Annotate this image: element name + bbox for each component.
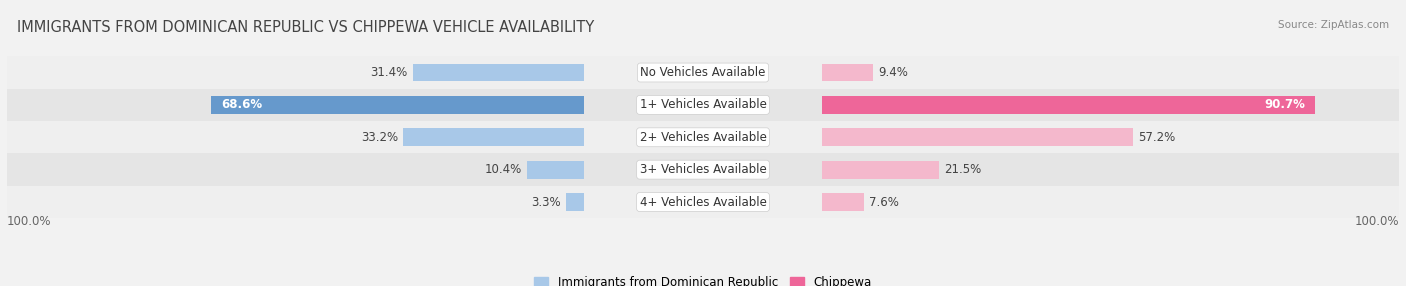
- Bar: [823, 128, 1133, 146]
- Text: Source: ZipAtlas.com: Source: ZipAtlas.com: [1278, 20, 1389, 30]
- Bar: [7, 89, 1399, 121]
- Bar: [823, 161, 939, 178]
- Text: 4+ Vehicles Available: 4+ Vehicles Available: [640, 196, 766, 208]
- Bar: [413, 63, 583, 82]
- Bar: [7, 56, 1399, 89]
- Text: 2+ Vehicles Available: 2+ Vehicles Available: [640, 131, 766, 144]
- Text: 100.0%: 100.0%: [7, 215, 52, 228]
- Bar: [823, 96, 1315, 114]
- Bar: [823, 193, 863, 211]
- Bar: [7, 154, 1399, 186]
- Bar: [7, 186, 1399, 218]
- Text: 31.4%: 31.4%: [370, 66, 408, 79]
- Bar: [404, 128, 583, 146]
- Bar: [7, 121, 1399, 154]
- Text: 90.7%: 90.7%: [1264, 98, 1305, 112]
- Text: 100.0%: 100.0%: [1354, 215, 1399, 228]
- Text: No Vehicles Available: No Vehicles Available: [640, 66, 766, 79]
- Text: 10.4%: 10.4%: [485, 163, 522, 176]
- Bar: [211, 96, 583, 114]
- Text: IMMIGRANTS FROM DOMINICAN REPUBLIC VS CHIPPEWA VEHICLE AVAILABILITY: IMMIGRANTS FROM DOMINICAN REPUBLIC VS CH…: [17, 20, 595, 35]
- Text: 3+ Vehicles Available: 3+ Vehicles Available: [640, 163, 766, 176]
- Text: 7.6%: 7.6%: [869, 196, 898, 208]
- Text: 33.2%: 33.2%: [361, 131, 398, 144]
- Text: 57.2%: 57.2%: [1139, 131, 1175, 144]
- Legend: Immigrants from Dominican Republic, Chippewa: Immigrants from Dominican Republic, Chip…: [534, 276, 872, 286]
- Text: 9.4%: 9.4%: [879, 66, 908, 79]
- Text: 3.3%: 3.3%: [531, 196, 561, 208]
- Bar: [823, 63, 873, 82]
- Text: 21.5%: 21.5%: [945, 163, 981, 176]
- Text: 68.6%: 68.6%: [221, 98, 262, 112]
- Bar: [565, 193, 583, 211]
- Bar: [527, 161, 583, 178]
- Text: 1+ Vehicles Available: 1+ Vehicles Available: [640, 98, 766, 112]
